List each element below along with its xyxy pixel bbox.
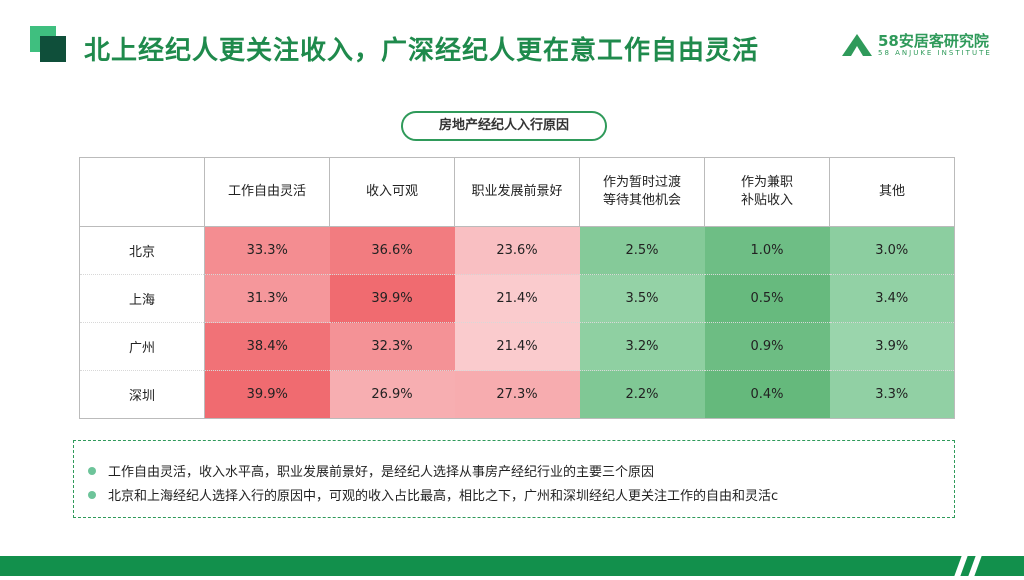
note-text: 工作自由灵活，收入水平高，职业发展前景好，是经纪人选择从事房产经纪行业的主要三个… xyxy=(108,465,655,480)
column-header: 收入可观 xyxy=(329,157,455,227)
notes-box: 工作自由灵活，收入水平高，职业发展前景好，是经纪人选择从事房产经纪行业的主要三个… xyxy=(73,440,955,518)
value-cell: 3.4% xyxy=(829,274,955,323)
logo-mark-icon xyxy=(842,34,872,56)
table-title: 房地产经纪人入行原因 xyxy=(401,111,607,141)
header-row: 工作自由灵活 收入可观 职业发展前景好 作为暂时过渡 等待其他机会 作为兼职 补贴收… xyxy=(79,157,955,227)
city-cell: 深圳 xyxy=(79,370,205,419)
table-row: 深圳 39.9% 26.9% 27.3% 2.2% 0.4% 3.3% xyxy=(79,370,955,419)
value-cell: 0.4% xyxy=(704,370,830,419)
value-cell: 3.2% xyxy=(579,322,705,371)
column-header: 职业发展前景好 xyxy=(454,157,580,227)
table-row: 上海 31.3% 39.9% 21.4% 3.5% 0.5% 3.4% xyxy=(79,274,955,323)
value-cell: 2.2% xyxy=(579,370,705,419)
value-cell: 32.3% xyxy=(329,322,455,371)
value-cell: 3.3% xyxy=(829,370,955,419)
value-cell: 2.5% xyxy=(579,226,705,275)
footer-bar xyxy=(0,556,1024,576)
value-cell: 39.9% xyxy=(329,274,455,323)
page-title: 北上经纪人更关注收入，广深经纪人更在意工作自由灵活 xyxy=(84,36,760,66)
note-item: 北京和上海经纪人选择入行的原因中，可观的收入占比最高，相比之下，广州和深圳经纪人… xyxy=(88,485,778,504)
value-cell: 0.5% xyxy=(704,274,830,323)
note-text: 北京和上海经纪人选择入行的原因中，可观的收入占比最高，相比之下，广州和深圳经纪人… xyxy=(108,489,779,504)
city-cell: 上海 xyxy=(79,274,205,323)
city-cell: 北京 xyxy=(79,226,205,275)
value-cell: 1.0% xyxy=(704,226,830,275)
value-cell: 0.9% xyxy=(704,322,830,371)
value-cell: 3.0% xyxy=(829,226,955,275)
corner-cell xyxy=(79,157,205,227)
value-cell: 3.9% xyxy=(829,322,955,371)
table-row: 广州 38.4% 32.3% 21.4% 3.2% 0.9% 3.9% xyxy=(79,322,955,371)
bullet-dot-icon xyxy=(88,491,96,499)
table-row: 北京 33.3% 36.6% 23.6% 2.5% 1.0% 3.0% xyxy=(79,226,955,275)
logo-subtitle: 58 ANJUKE INSTITUTE xyxy=(878,49,992,57)
value-cell: 21.4% xyxy=(454,322,580,371)
value-cell: 36.6% xyxy=(329,226,455,275)
column-header: 其他 xyxy=(829,157,955,227)
value-cell: 39.9% xyxy=(204,370,330,419)
value-cell: 23.6% xyxy=(454,226,580,275)
value-cell: 26.9% xyxy=(329,370,455,419)
reasons-table: 工作自由灵活 收入可观 职业发展前景好 作为暂时过渡 等待其他机会 作为兼职 补贴收… xyxy=(79,157,955,419)
value-cell: 31.3% xyxy=(204,274,330,323)
title-decoration-front xyxy=(40,36,66,62)
value-cell: 33.3% xyxy=(204,226,330,275)
logo-name: 58安居客研究院 xyxy=(878,32,989,50)
value-cell: 27.3% xyxy=(454,370,580,419)
value-cell: 38.4% xyxy=(204,322,330,371)
column-header: 作为暂时过渡 等待其他机会 xyxy=(579,157,705,227)
note-item: 工作自由灵活，收入水平高，职业发展前景好，是经纪人选择从事房产经纪行业的主要三个… xyxy=(88,461,654,480)
value-cell: 3.5% xyxy=(579,274,705,323)
bullet-dot-icon xyxy=(88,467,96,475)
institute-logo: 58安居客研究院 58 ANJUKE INSTITUTE xyxy=(840,30,1000,62)
column-header: 工作自由灵活 xyxy=(204,157,330,227)
city-cell: 广州 xyxy=(79,322,205,371)
value-cell: 21.4% xyxy=(454,274,580,323)
column-header: 作为兼职 补贴收入 xyxy=(704,157,830,227)
